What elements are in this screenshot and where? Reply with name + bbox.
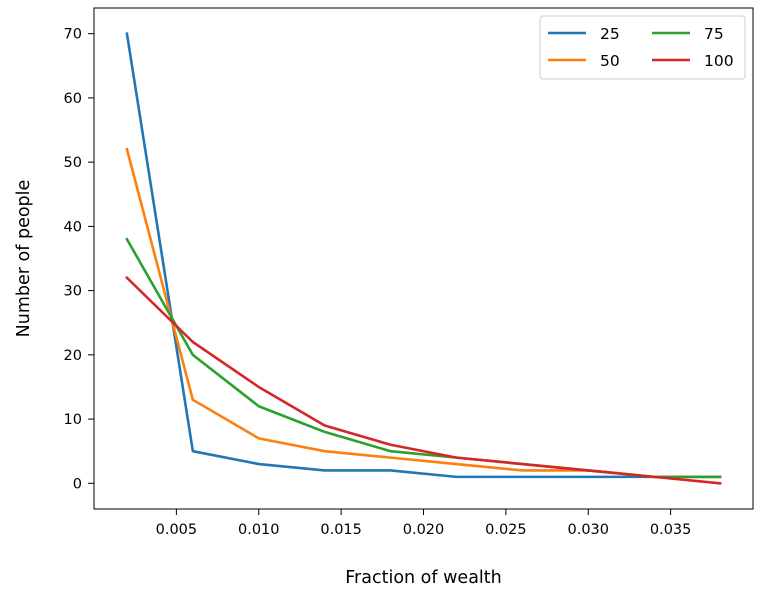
x-tick-label: 0.010 <box>238 522 280 538</box>
x-axis-title: Fraction of wealth <box>345 568 501 588</box>
series-layer <box>125 32 722 485</box>
y-tick-label: 40 <box>64 219 82 235</box>
legend-label-25: 25 <box>600 25 620 43</box>
x-axis: 0.005 0.010 0.015 0.020 0.025 0.030 0.035 <box>156 509 692 538</box>
plot-frame <box>93 7 754 510</box>
legend-label-75: 75 <box>704 25 724 43</box>
y-tick-label: 30 <box>64 284 82 300</box>
x-tick-label: 0.015 <box>320 522 362 538</box>
legend: 25 50 75 100 <box>539 15 746 80</box>
legend-label-100: 100 <box>704 52 734 70</box>
series-line-50 <box>125 147 722 479</box>
series-line-100 <box>125 275 722 485</box>
x-tick-label: 0.030 <box>567 522 609 538</box>
x-tick-label: 0.005 <box>156 522 198 538</box>
legend-label-50: 50 <box>600 52 620 70</box>
y-axis: 0 10 20 30 40 50 60 70 <box>64 27 94 492</box>
y-tick-label: 50 <box>64 155 82 171</box>
x-tick-label: 0.020 <box>403 522 445 538</box>
x-tick-label: 0.035 <box>650 522 692 538</box>
y-tick-label: 70 <box>64 27 82 43</box>
series-line-25 <box>125 32 722 479</box>
y-tick-label: 0 <box>73 476 82 492</box>
y-tick-label: 60 <box>64 91 82 107</box>
y-tick-label: 10 <box>64 412 82 428</box>
legend-box <box>539 15 746 80</box>
y-axis-title: Number of people <box>14 180 34 338</box>
y-tick-label: 20 <box>64 348 82 364</box>
x-tick-label: 0.025 <box>485 522 527 538</box>
